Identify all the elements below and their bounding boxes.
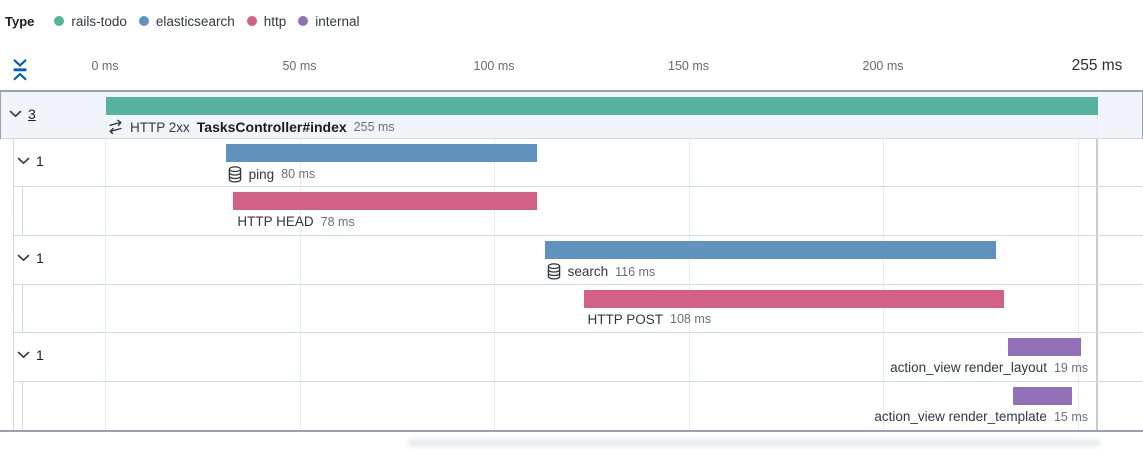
child-count: 1 <box>36 250 44 267</box>
span-name: action_view render_template <box>874 409 1047 425</box>
gridline <box>494 90 496 431</box>
span-prefix: HTTP 2xx <box>130 119 190 135</box>
child-count: 3 <box>28 106 36 122</box>
legend-item-label: internal <box>315 13 360 29</box>
chevron-down-icon <box>17 157 30 164</box>
axis-tick-label: 0 ms <box>91 59 119 73</box>
span-bar[interactable] <box>544 241 996 260</box>
span-name: HTTP HEAD <box>237 214 314 230</box>
span-duration: 255 ms <box>353 120 395 134</box>
accordion-guide-line <box>13 333 14 383</box>
span-bar[interactable] <box>225 143 537 162</box>
span-name: HTTP POST <box>587 311 664 327</box>
row-separator <box>13 332 1143 334</box>
child-count: 1 <box>36 152 44 169</box>
accordion-guide-line <box>22 187 23 237</box>
waterfall-row-http-head: HTTP HEAD 78 ms <box>0 187 1143 237</box>
accordion-guide-line <box>22 382 23 431</box>
span-duration: 15 ms <box>1053 409 1088 424</box>
chevron-down-icon <box>9 110 22 117</box>
gridline <box>688 90 690 431</box>
span-name: search <box>567 264 609 280</box>
legend-item-internal[interactable]: internal <box>298 13 360 29</box>
span-label[interactable]: HTTP POST 108 ms <box>588 312 712 327</box>
waterfall-row-taskscontroller-index: 3 HTTP 2xx TasksController#index 255 ms <box>0 90 1143 139</box>
waterfall-row-http-post: HTTP POST 108 ms <box>0 284 1143 334</box>
row-separator <box>13 186 1143 188</box>
accordion-guide-line <box>13 382 14 431</box>
span-duration: 108 ms <box>670 312 712 327</box>
waterfall-rows: 3 HTTP 2xx TasksController#index 255 ms 1 pin… <box>0 90 1143 431</box>
row-separator <box>13 283 1143 285</box>
gridline <box>883 90 885 431</box>
span-label[interactable]: HTTP HEAD 78 ms <box>237 214 354 229</box>
collapse-all-button[interactable] <box>9 58 31 82</box>
expand-toggle[interactable]: 3 <box>9 106 36 122</box>
row-separator <box>1 137 1142 139</box>
row-separator <box>13 381 1143 383</box>
span-label[interactable]: action_view render_layout 19 ms <box>890 360 1088 375</box>
axis-tick-label: 200 ms <box>862 59 904 73</box>
gridline <box>299 90 301 431</box>
span-bar[interactable] <box>583 289 1004 308</box>
span-duration: 116 ms <box>615 264 656 279</box>
horizontal-scrollbar-thumb[interactable] <box>408 439 1100 447</box>
chevron-down-icon <box>17 254 30 262</box>
legend-color-dot <box>54 16 65 26</box>
legend-item-rails-todo[interactable]: rails-todo <box>54 14 127 29</box>
span-bar[interactable] <box>1007 338 1082 357</box>
span-name: action_view render_layout <box>890 360 1047 376</box>
waterfall-row-action-view-render-template: action_view render_template 15 ms <box>0 382 1143 431</box>
waterfall-row-search: 1 search 116 ms <box>0 236 1143 285</box>
span-bar[interactable] <box>1013 387 1072 406</box>
axis-tick-label: 100 ms <box>473 59 515 73</box>
span-duration: 80 ms <box>281 167 316 182</box>
fold-icon <box>13 59 27 81</box>
gridline <box>1077 90 1079 431</box>
waterfall-bottom-border <box>0 430 1143 432</box>
expand-toggle[interactable]: 1 <box>17 347 44 363</box>
span-duration: 19 ms <box>1053 360 1088 375</box>
legend-color-dot <box>298 16 309 26</box>
transaction-icon <box>109 119 122 135</box>
span-label[interactable]: HTTP 2xx TasksController#index 255 ms <box>108 119 395 135</box>
legend-item-label: http <box>263 13 287 29</box>
axis-tick-label: 50 ms <box>282 59 317 73</box>
axis-tick-label: 150 ms <box>668 59 710 73</box>
span-label[interactable]: search 116 ms <box>547 263 656 280</box>
legend-item-label: rails-todo <box>71 13 127 29</box>
legend-title: Type <box>5 13 35 29</box>
legend-color-dot <box>138 16 149 26</box>
span-bar[interactable] <box>106 97 1098 115</box>
trace-duration-label: 255 ms <box>1071 57 1123 74</box>
span-name: TasksController#index <box>196 119 347 135</box>
span-duration: 78 ms <box>320 214 355 229</box>
accordion-guide-line <box>13 284 14 334</box>
span-name: ping <box>248 166 275 182</box>
child-count: 1 <box>36 347 44 364</box>
waterfall-row-action-view-render-layout: 1 action_view render_layout 19 ms <box>0 333 1143 383</box>
legend-item-label: elasticsearch <box>155 13 235 29</box>
span-bar[interactable] <box>233 192 537 211</box>
waterfall-row-ping: 1 ping 80 ms <box>0 138 1143 188</box>
accordion-guide-line <box>13 236 14 285</box>
trace-end-line <box>1096 90 1098 431</box>
accordion-guide-line <box>22 284 23 334</box>
gridline <box>105 90 106 431</box>
row-separator <box>13 235 1143 237</box>
legend-color-dot <box>246 16 257 26</box>
span-label[interactable]: action_view render_template 15 ms <box>874 409 1088 424</box>
legend-item-elasticsearch[interactable]: elasticsearch <box>138 13 235 29</box>
expand-toggle[interactable]: 1 <box>17 153 44 169</box>
type-legend: Type rails-todo elasticsearch http internal <box>5 10 360 32</box>
expand-toggle[interactable]: 1 <box>17 250 44 266</box>
database-icon <box>228 165 241 183</box>
legend-item-http[interactable]: http <box>246 13 287 29</box>
span-label[interactable]: ping 80 ms <box>228 165 316 183</box>
accordion-guide-line <box>13 138 14 188</box>
database-icon <box>547 263 560 280</box>
accordion-guide-line <box>13 187 14 237</box>
chevron-down-icon <box>17 352 30 359</box>
